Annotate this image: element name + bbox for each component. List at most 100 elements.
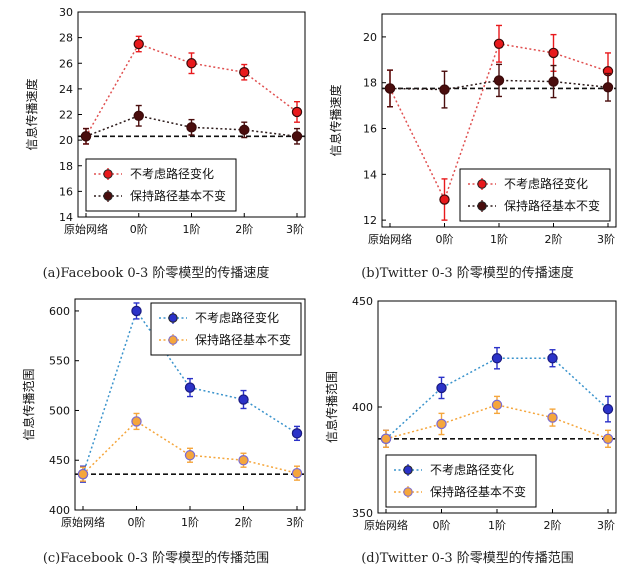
data-point	[239, 67, 250, 78]
data-point	[439, 194, 450, 205]
x-tick-label: 0阶	[128, 515, 146, 529]
legend-marker-1	[168, 313, 178, 323]
y-tick-label: 18	[59, 160, 73, 173]
x-tick-label: 3阶	[597, 232, 615, 246]
chart-a: 14 16 18 20 22 24 26 28 30 原始网络 0阶 1阶 2阶 3阶 信息传播速度不考虑路…	[24, 6, 306, 236]
x-tick-label: 1阶	[490, 232, 508, 246]
caption-c: (c)Facebook 0-3 阶零模型的传播范围	[42, 551, 270, 566]
legend-label-1: 不考虑路径变化	[130, 166, 214, 181]
y-tick-label: 26	[59, 57, 73, 70]
data-point	[548, 47, 559, 59]
y-tick-label: 14	[59, 211, 73, 224]
data-point	[493, 38, 505, 49]
data-point	[133, 38, 144, 50]
chart-b: 12 14 16 18 20 原始网络 0阶 1阶 2阶 3阶 信息传播速度不考虑路径变化保持路径基…	[328, 13, 617, 246]
x-tick-label: 2阶	[235, 515, 253, 529]
series-line-2	[85, 115, 298, 138]
y-tick-label: 14	[363, 168, 377, 181]
data-point	[602, 82, 614, 93]
data-point	[238, 455, 249, 466]
data-point	[380, 433, 392, 444]
data-point	[184, 382, 196, 393]
legend-box	[385, 454, 537, 508]
y-axis-label: 信息传播速度	[24, 78, 39, 150]
legend-marker-2	[477, 201, 487, 211]
x-tick-label: 1阶	[183, 222, 201, 236]
data-point	[133, 110, 144, 121]
y-tick-label: 400	[352, 401, 373, 414]
y-tick-label: 28	[59, 32, 73, 45]
y-axis-label: 信息传播范围	[21, 368, 36, 440]
chart-d: 350 400 450 原始网络 0阶 1阶 2阶 3阶 信息传播范围不考虑路径变化保持路径基本…	[324, 295, 617, 532]
data-point	[548, 76, 559, 87]
data-point	[186, 122, 197, 133]
y-tick-label: 16	[363, 123, 377, 136]
x-tick-label: 3阶	[597, 518, 615, 532]
caption-a: (a)Facebook 0-3 阶零模型的传播速度	[42, 266, 270, 281]
data-point	[291, 428, 303, 439]
data-point	[186, 58, 197, 69]
x-tick-label: 3阶	[286, 222, 304, 236]
x-tick-label: 0阶	[433, 518, 451, 532]
legend-label-1: 不考虑路径变化	[195, 310, 279, 325]
x-tick-label: 原始网络	[368, 232, 412, 246]
legend-marker-2	[103, 191, 113, 201]
y-tick-label: 18	[363, 77, 377, 90]
x-tick-label: 0阶	[130, 222, 148, 236]
legend-label-1: 不考虑路径变化	[430, 462, 514, 477]
data-point	[602, 433, 614, 444]
data-point	[547, 412, 558, 423]
chart-panel-b: 12 14 16 18 20 原始网络 0阶 1阶 2阶 3阶 信息传播速度 不考虑路径变化 保持路径基…	[312, 0, 623, 285]
data-point	[384, 83, 396, 94]
data-point	[491, 399, 503, 411]
x-tick-label: 1阶	[488, 518, 506, 532]
y-tick-label: 400	[49, 504, 70, 517]
x-tick-label: 2阶	[235, 222, 253, 236]
legend-label-2: 保持路径基本不变	[504, 198, 600, 213]
y-tick-label: 450	[352, 295, 373, 308]
data-point	[238, 394, 249, 405]
legend-marker-2	[403, 487, 413, 497]
y-tick-label: 20	[59, 134, 73, 147]
x-tick-label: 原始网络	[364, 518, 408, 532]
y-tick-label: 30	[59, 6, 73, 19]
x-tick-label: 原始网络	[64, 222, 108, 236]
data-point	[493, 75, 505, 86]
y-tick-label: 24	[59, 83, 73, 96]
data-point	[291, 467, 303, 479]
chart-c: 400 450 500 550 600 原始网络 0阶 1阶 2阶 3阶 信息传播范围 不考虑路径变化…	[21, 298, 306, 529]
chart-panel-a: 14 16 18 20 22 24 26 28 30 原始网络 0阶 1阶 2阶 3阶 信息传播速度不考虑路…	[0, 0, 312, 285]
legend-box	[85, 158, 237, 212]
data-point	[547, 353, 558, 364]
data-point	[491, 353, 503, 364]
legend-label-2: 保持路径基本不变	[195, 332, 291, 347]
y-tick-label: 450	[49, 454, 70, 467]
legend-label-1: 不考虑路径变化	[504, 176, 588, 191]
data-point	[77, 468, 89, 480]
x-tick-label: 1阶	[181, 515, 199, 529]
data-point	[184, 450, 196, 461]
y-tick-label: 22	[59, 109, 73, 122]
chart-panel-c: 400 450 500 550 600 原始网络 0阶 1阶 2阶 3阶 信息传播范围 不考虑路径变化…	[0, 285, 312, 569]
y-axis-label: 信息传播速度	[328, 84, 343, 156]
caption-b: (b)Twitter 0-3 阶零模型的传播速度	[361, 266, 574, 281]
data-point	[291, 106, 303, 118]
data-point	[291, 131, 303, 142]
legend-label-2: 保持路径基本不变	[430, 484, 526, 499]
data-point	[80, 131, 92, 142]
data-point	[131, 416, 142, 427]
x-tick-label: 2阶	[545, 232, 563, 246]
data-point	[439, 84, 450, 95]
y-tick-label: 600	[49, 305, 70, 318]
legend-marker-1	[403, 465, 413, 475]
y-tick-label: 16	[59, 185, 73, 198]
data-point	[131, 305, 142, 317]
legend-box	[459, 168, 611, 222]
data-point	[239, 124, 250, 136]
chart-panel-d: 350 400 450 原始网络 0阶 1阶 2阶 3阶 信息传播范围不考虑路径变化 保持路径基本…	[312, 285, 623, 569]
x-tick-label: 原始网络	[61, 515, 105, 529]
x-tick-label: 2阶	[544, 518, 562, 532]
series-line-2	[82, 420, 298, 475]
y-tick-label: 350	[352, 507, 373, 520]
y-axis-label: 信息传播范围	[324, 371, 339, 443]
